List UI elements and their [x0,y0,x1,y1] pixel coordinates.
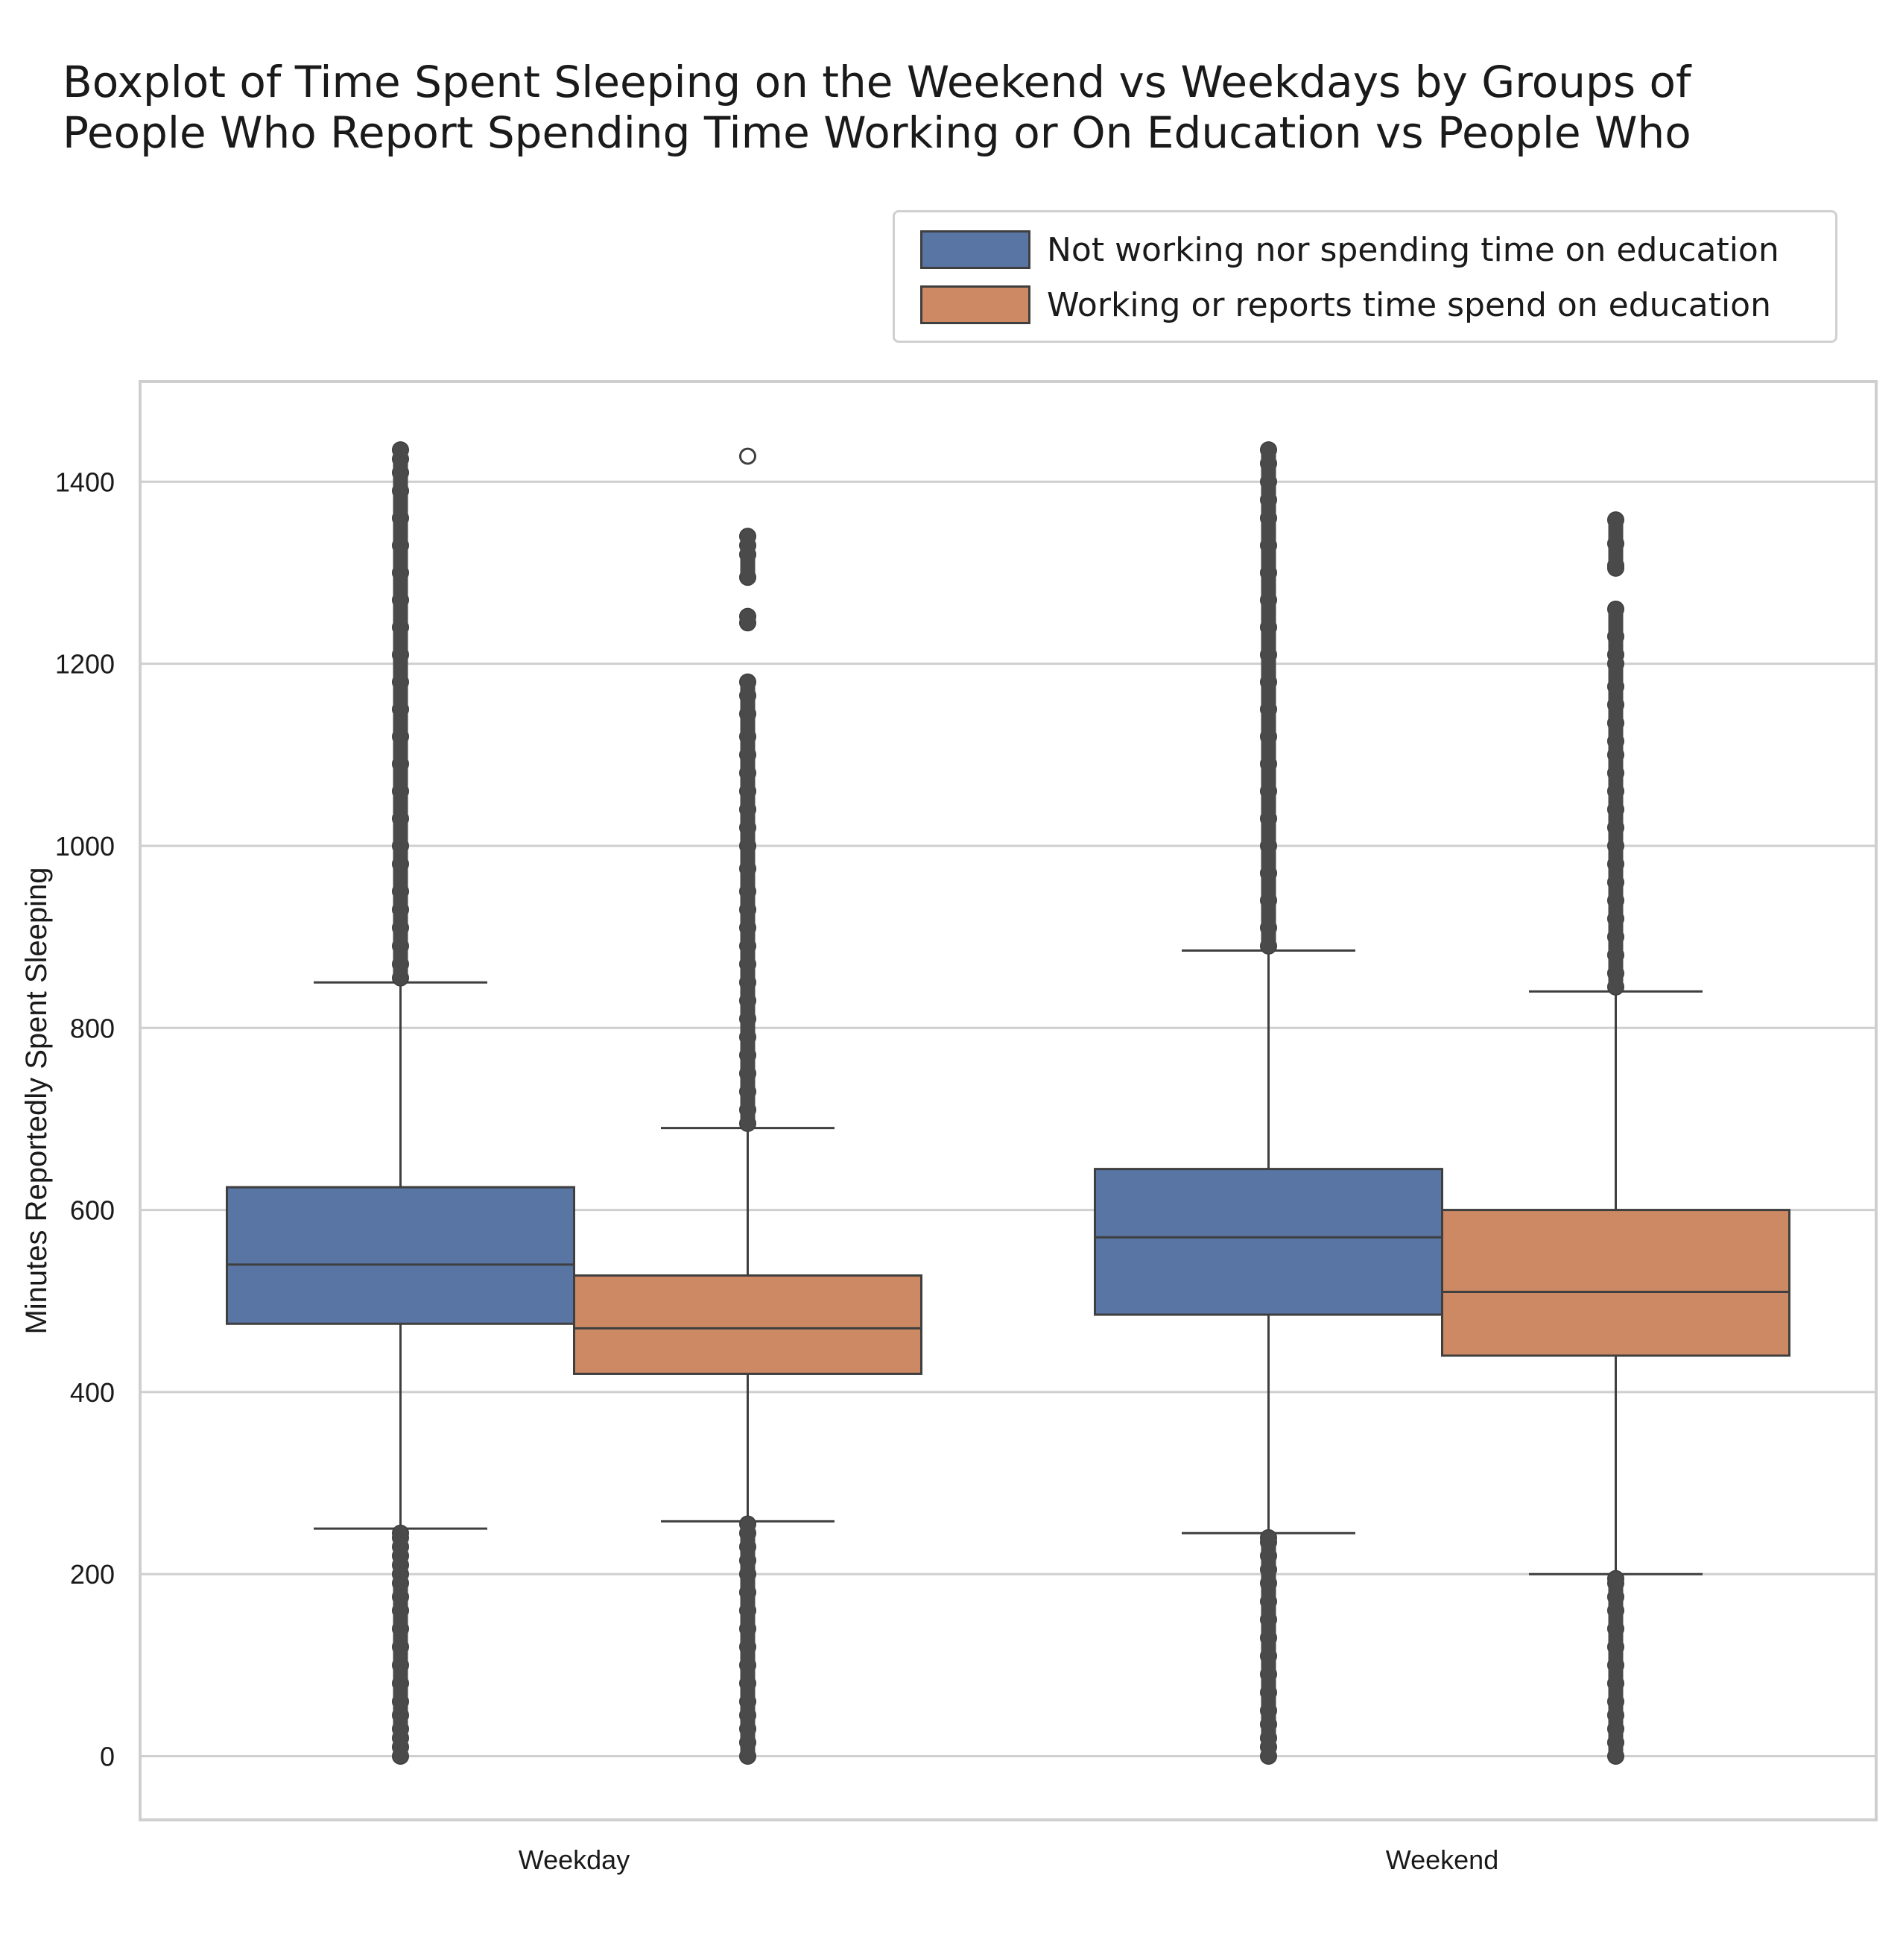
legend-item-not-working: Not working nor spending time on educati… [920,229,1779,271]
plot-frame [139,380,1878,1821]
y-tick-label-1200: 1200 [55,649,115,680]
legend-swatch-not-working [920,230,1030,269]
box-s1-weekend [1441,1209,1790,1357]
legend: Not working nor spending time on educati… [893,210,1837,343]
x-tick-label-weekday: Weekday [519,1844,630,1875]
outlier-s1-weekday-47 [739,447,756,465]
box-s1-weekday [573,1274,922,1375]
y-tick-label-0: 0 [100,1741,115,1771]
legend-item-working: Working or reports time spend on educati… [920,284,1771,326]
y-tick-label-1000: 1000 [55,831,115,862]
y-tick-label-400: 400 [70,1377,115,1408]
chart-title-line-2: People Who Report Spending Time Working … [63,107,1691,158]
y-axis-label: Minutes Reportedly Spent Sleeping [20,867,53,1334]
x-tick-label-weekend: Weekend [1386,1844,1498,1875]
box-s0-weekday [226,1186,575,1325]
y-tick-label-1400: 1400 [55,467,115,497]
chart-title: Boxplot of Time Spent Sleeping on the We… [63,57,1851,158]
chart-title-line-1: Boxplot of Time Spent Sleeping on the We… [63,57,1691,107]
box-s0-weekend [1094,1168,1443,1316]
legend-swatch-working [920,285,1030,324]
legend-label-working: Working or reports time spend on educati… [1047,285,1771,324]
legend-label-not-working: Not working nor spending time on educati… [1047,230,1779,269]
y-tick-label-600: 600 [70,1195,115,1226]
y-tick-label-800: 800 [70,1013,115,1043]
y-tick-label-200: 200 [70,1559,115,1590]
